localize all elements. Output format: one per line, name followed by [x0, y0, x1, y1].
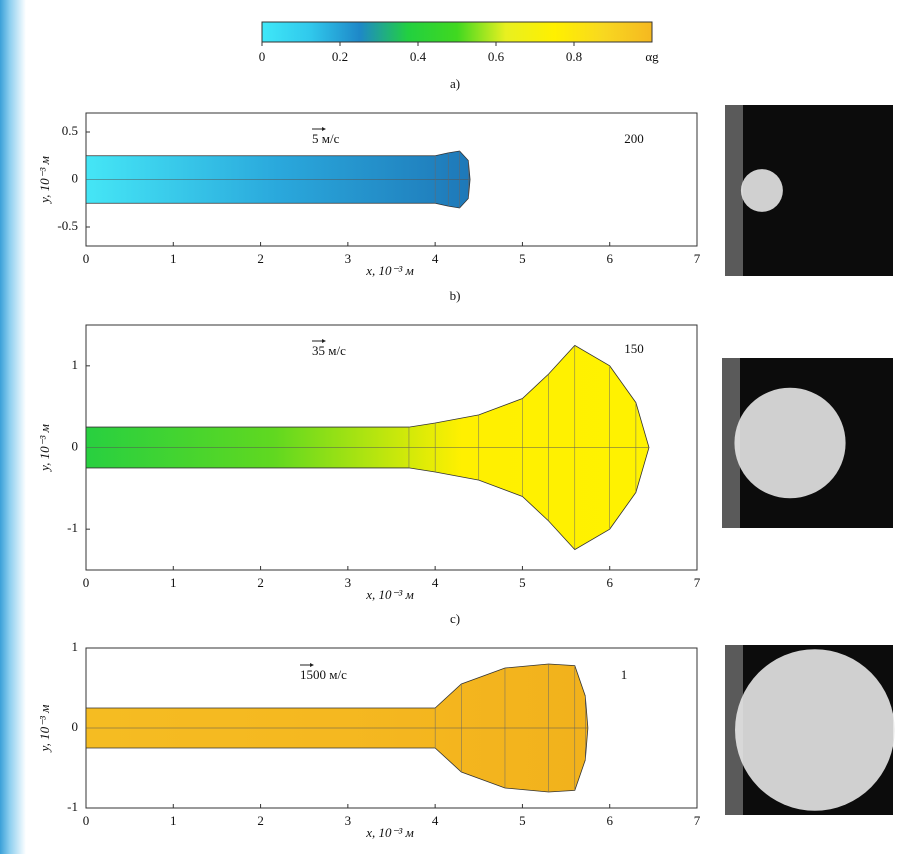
colorbar-tick-label: 0.8 — [566, 49, 582, 64]
x-tick-label: 5 — [519, 813, 526, 828]
panel-label: b) — [450, 288, 461, 303]
photo-spray — [741, 169, 783, 212]
colorbar-tick-label: 0.2 — [332, 49, 348, 64]
x-tick-label: 6 — [606, 813, 613, 828]
x-tick-label: 4 — [432, 813, 439, 828]
velocity-annotation: 35 м/с — [312, 343, 346, 358]
x-tick-label: 1 — [170, 251, 177, 266]
panel-label: c) — [450, 611, 460, 626]
y-tick-label: -1 — [67, 799, 78, 814]
y-axis-label: y, 10⁻³ м — [37, 705, 52, 754]
x-tick-label: 5 — [519, 251, 526, 266]
x-tick-label: 4 — [432, 251, 439, 266]
y-tick-label: -1 — [67, 520, 78, 535]
velocity-annotation: 1500 м/с — [300, 667, 347, 682]
x-tick-label: 1 — [170, 575, 177, 590]
y-axis-label: y, 10⁻³ м — [37, 156, 52, 205]
x-tick-label: 1 — [170, 813, 177, 828]
y-tick-label: 1 — [72, 639, 79, 654]
x-tick-label: 7 — [694, 813, 701, 828]
x-tick-label: 2 — [257, 251, 264, 266]
x-tick-label: 3 — [345, 813, 352, 828]
y-tick-label: 1 — [72, 357, 79, 372]
x-tick-label: 2 — [257, 813, 264, 828]
y-axis-label: y, 10⁻³ м — [37, 424, 52, 473]
x-tick-label: 6 — [606, 251, 613, 266]
x-tick-label: 0 — [83, 575, 90, 590]
x-axis-label: x, 10⁻³ м — [365, 825, 414, 840]
y-tick-label: -0.5 — [57, 218, 78, 233]
photo-spray — [734, 388, 845, 499]
colorbar-tick-label: 0.4 — [410, 49, 427, 64]
y-tick-label: 0 — [72, 719, 79, 734]
x-tick-label: 3 — [345, 575, 352, 590]
y-tick-label: 0.5 — [62, 123, 78, 138]
frame-count: 200 — [624, 131, 644, 146]
panel-label: a) — [450, 76, 460, 91]
colorbar-tick-label: 0.6 — [488, 49, 505, 64]
photo-nozzle — [725, 105, 743, 276]
x-tick-label: 7 — [694, 251, 701, 266]
y-tick-label: 0 — [72, 170, 79, 185]
colorbar — [262, 22, 652, 42]
x-tick-label: 0 — [83, 813, 90, 828]
x-tick-label: 5 — [519, 575, 526, 590]
x-tick-label: 6 — [606, 575, 613, 590]
x-tick-label: 4 — [432, 575, 439, 590]
frame-count: 1 — [621, 667, 628, 682]
velocity-annotation: 5 м/с — [312, 131, 340, 146]
frame-count: 150 — [624, 341, 644, 356]
photo-spray — [735, 649, 895, 811]
x-axis-label: x, 10⁻³ м — [365, 263, 414, 278]
x-axis-label: x, 10⁻³ м — [365, 587, 414, 602]
colorbar-label: αg — [645, 49, 659, 64]
x-tick-label: 3 — [345, 251, 352, 266]
colorbar-tick-label: 0 — [259, 49, 266, 64]
y-tick-label: 0 — [72, 438, 79, 453]
x-tick-label: 0 — [83, 251, 90, 266]
x-tick-label: 7 — [694, 575, 701, 590]
x-tick-label: 2 — [257, 575, 264, 590]
figure: 0 0.2 0.4 0.6 0.8 αg a) 0 1 2 3 4 5 6 7 -0.5 0 0.5 x, 10⁻³… — [0, 0, 910, 854]
